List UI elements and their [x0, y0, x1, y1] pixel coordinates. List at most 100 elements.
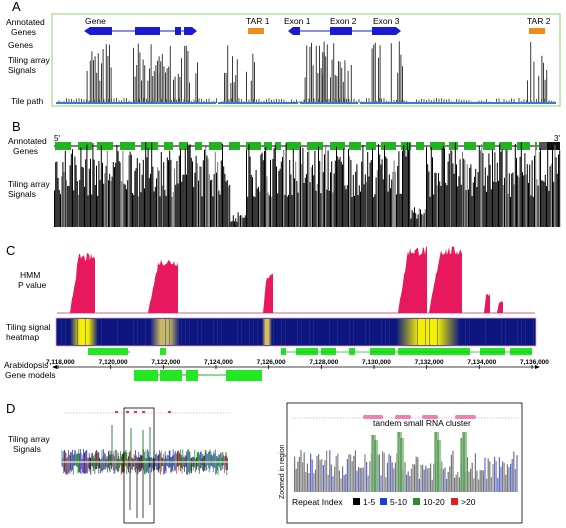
tiling-bar [533, 99, 535, 103]
tiling-bar [341, 100, 342, 103]
tiling-bar [94, 185, 96, 227]
tiling-bar [193, 187, 195, 227]
exon [141, 142, 158, 150]
tiling-bar [324, 154, 325, 227]
tiling-bar [66, 180, 67, 227]
zoom-signal-bar [473, 478, 475, 492]
tiling-bar [534, 155, 535, 227]
cluster-mark [134, 411, 137, 413]
heatmap-frame [55, 317, 537, 347]
tiling-bar [394, 171, 396, 227]
tiling-bar [533, 61, 535, 103]
tiling-bar [443, 99, 445, 103]
tiling-bar [225, 181, 227, 227]
tiling-bar [261, 152, 263, 227]
tiling-bar [348, 99, 350, 103]
tiling-bar [158, 170, 160, 227]
zoom-signal-bar [482, 470, 484, 492]
tiling-bar [476, 187, 478, 227]
tiling-bar [213, 174, 215, 227]
tiling-bar [341, 67, 343, 103]
tiling-bar [483, 185, 485, 227]
axis-tick-label: 7,132,000 [415, 359, 444, 366]
tiling-bar [338, 61, 339, 103]
tiling-bar [526, 100, 527, 103]
zoom-signal-bar [442, 469, 444, 492]
tiling-bar [266, 176, 268, 227]
tiling-bar [213, 100, 215, 103]
tiling-bar [338, 98, 340, 103]
tiling-bar [138, 196, 139, 227]
tiling-bar [159, 196, 161, 227]
zoom-signal-bar [433, 463, 435, 492]
tiling-bar [265, 147, 267, 227]
tiling-bar [544, 174, 546, 227]
tiling-bar [496, 162, 498, 227]
tiling-bar [163, 162, 165, 227]
tiling-bar [370, 160, 372, 227]
tiling-bar [397, 72, 399, 103]
tiling-bar [260, 154, 262, 227]
tiling-bar [101, 99, 102, 103]
hmm-peak [263, 273, 273, 313]
tiling-bar [312, 65, 314, 103]
tiling-bar [410, 218, 412, 227]
tiling-bar [343, 98, 345, 103]
tiling-bar [206, 99, 207, 103]
tiling-bar [98, 161, 100, 227]
tiling-bar [322, 172, 324, 227]
tiling-bar [421, 213, 423, 227]
tiling-bar [346, 185, 348, 227]
tiling-bar [326, 44, 328, 103]
tiling-bar [202, 160, 204, 227]
axis-tick-label: 7,130,000 [362, 359, 391, 366]
tiling-bar [116, 98, 117, 103]
tiling-bar [163, 66, 165, 103]
tiling-bar [384, 145, 385, 227]
tiling-bar [349, 156, 351, 227]
tiling-bar [310, 167, 312, 227]
tiling-bar [232, 215, 234, 227]
tiling-bar [303, 99, 305, 103]
tiling-bar [460, 184, 462, 227]
tiling-bar [421, 98, 422, 103]
tiling-bar [198, 180, 199, 227]
tiling-bar [128, 100, 130, 103]
tiling-bar [100, 145, 102, 227]
tiling-bar [444, 148, 445, 227]
tiling-bar [363, 184, 365, 227]
tiling-bar [135, 168, 137, 227]
tiling-bar [246, 150, 247, 227]
tiling-bar [197, 62, 198, 103]
axis-tick-label: 7,126,000 [257, 359, 286, 366]
tiling-bar [78, 98, 80, 103]
zoom-signal-bar [430, 463, 432, 492]
heatmap-stripe [281, 319, 282, 345]
tiling-bar [175, 184, 177, 227]
zoom-signal-bar [346, 459, 348, 492]
tiling-bar [168, 160, 169, 227]
tiling-bar [536, 179, 538, 227]
heatmap-stripe [201, 319, 202, 345]
tiling-bar [458, 99, 460, 103]
tiling-bar [445, 183, 447, 227]
tiling-bar [402, 66, 403, 103]
exon [449, 142, 458, 150]
tiling-bar [110, 67, 112, 103]
cluster-mark [126, 411, 129, 413]
tiling-bar [157, 63, 158, 103]
axis-tick-label: 7,128,000 [309, 359, 338, 366]
tiling-signal-heatmap [61, 319, 534, 345]
tiling-bar [185, 45, 187, 103]
tiling-bar [177, 183, 179, 227]
zoom-signal-bar [486, 478, 488, 492]
tiling-bar [474, 176, 475, 227]
tiling-bar [229, 184, 231, 227]
tiling-bar [496, 98, 497, 103]
tiling-bar [292, 149, 294, 227]
tiling-bar [415, 213, 417, 227]
tiling-bar [152, 166, 154, 227]
tiling-bar [366, 98, 367, 103]
tiling-bar [272, 159, 274, 227]
tiling-bar [361, 161, 363, 227]
